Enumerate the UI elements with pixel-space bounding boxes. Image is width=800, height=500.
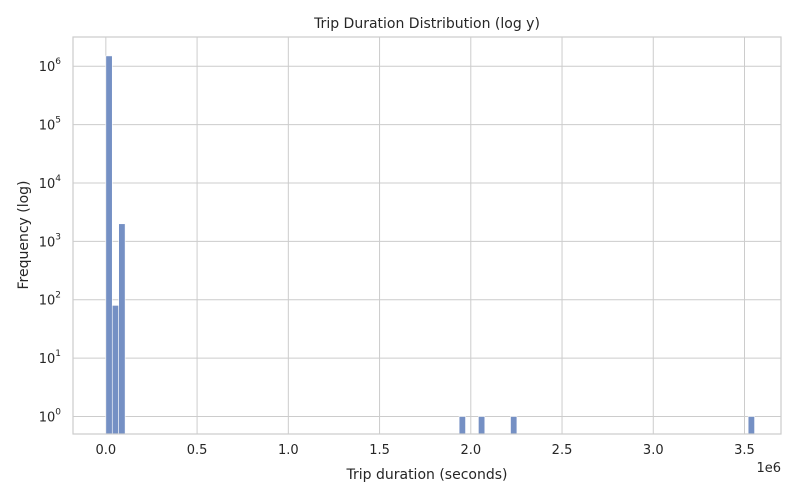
histogram-bar	[510, 416, 518, 435]
y-axis-ticks: 100 101 102 103 104 105 106	[39, 57, 62, 425]
y-tick-label: 101	[39, 349, 61, 367]
y-tick-label: 102	[39, 291, 61, 309]
x-tick-label: 2.0	[460, 443, 481, 458]
y-tick-label: 104	[39, 174, 62, 192]
x-tick-label: 0.0	[96, 443, 117, 458]
x-tick-label: 3.0	[643, 443, 664, 458]
x-tick-label: 0.5	[187, 443, 208, 458]
x-axis-offset-label: 1e6	[756, 461, 781, 476]
bars	[105, 55, 755, 435]
x-axis-ticks: 0.0 0.5 1.0 1.5 2.0 2.5 3.0 3.5	[96, 443, 755, 458]
x-tick-label: 2.5	[552, 443, 573, 458]
plot-frame	[72, 36, 782, 435]
histogram-bar	[458, 416, 466, 435]
y-tick-label: 105	[39, 116, 61, 134]
x-tick-label: 1.5	[369, 443, 390, 458]
grid	[73, 37, 781, 434]
histogram-bar	[478, 416, 486, 435]
x-axis-label: Trip duration (seconds)	[346, 467, 508, 483]
chart-title: Trip Duration Distribution (log y)	[313, 16, 540, 32]
histogram-bar	[747, 416, 755, 435]
y-axis-label: Frequency (log)	[16, 180, 32, 289]
y-tick-label: 100	[39, 407, 62, 425]
histogram-bar	[111, 305, 119, 435]
histogram-bar	[118, 223, 126, 435]
x-tick-label: 3.5	[734, 443, 755, 458]
histogram-bar	[105, 55, 113, 435]
y-tick-label: 106	[39, 57, 62, 75]
y-tick-label: 103	[39, 232, 61, 250]
x-tick-label: 1.0	[278, 443, 299, 458]
